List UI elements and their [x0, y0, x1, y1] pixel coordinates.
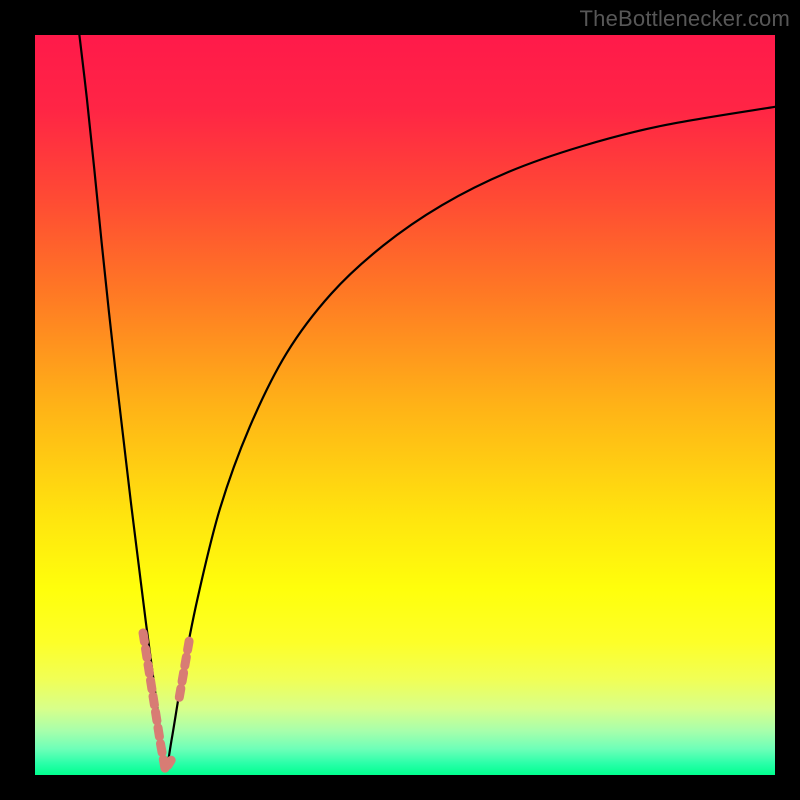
bottleneck-chart — [35, 35, 775, 775]
attribution-text: TheBottlenecker.com — [580, 6, 790, 32]
chart-svg — [35, 35, 775, 775]
